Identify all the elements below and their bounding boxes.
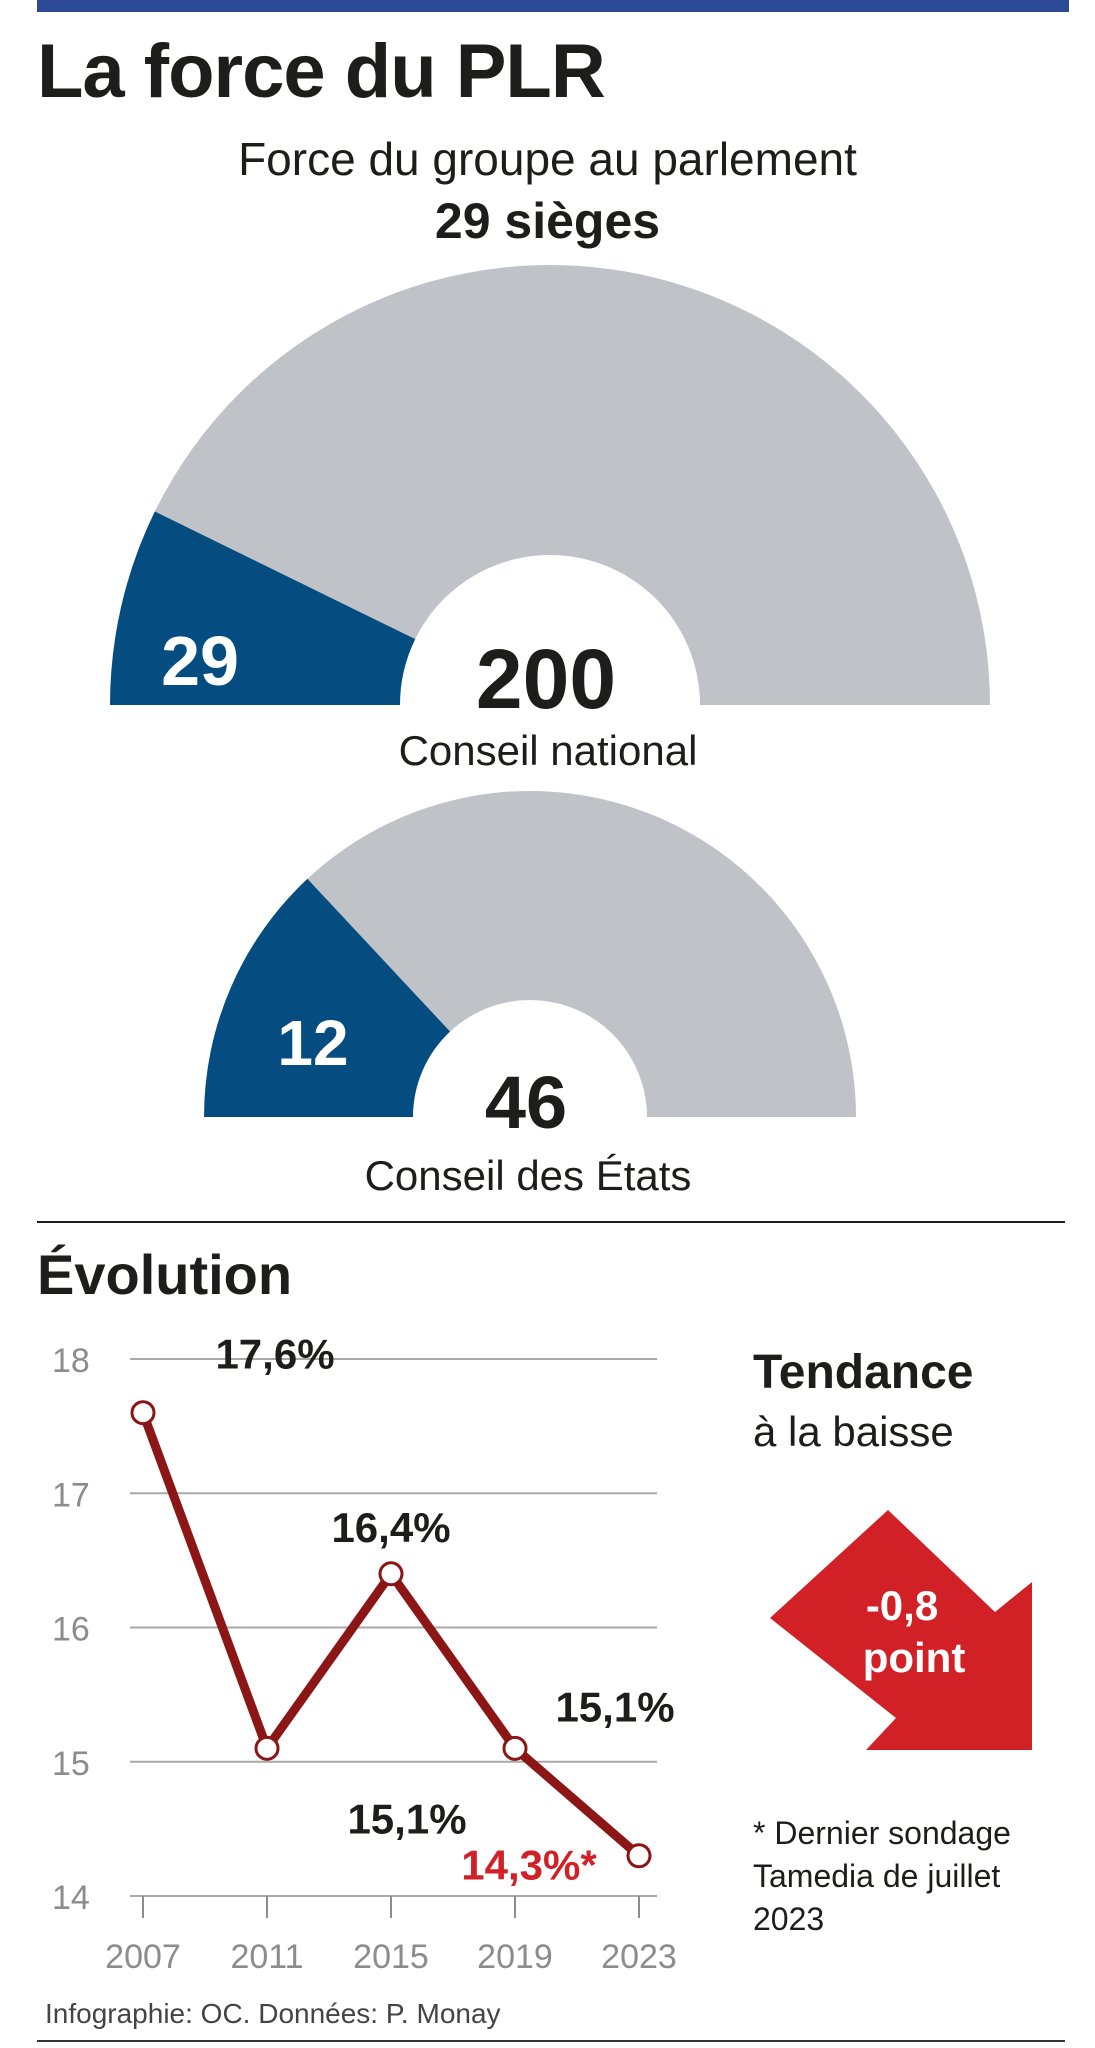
x-tick-label: 2015 xyxy=(353,1938,429,1976)
plr-seats-label-national: 29 xyxy=(161,622,239,700)
other-seats-arc-national xyxy=(154,264,991,705)
y-tick-label: 14 xyxy=(52,1879,90,1917)
data-label: 15,1% xyxy=(555,1683,674,1730)
y-tick-label: 17 xyxy=(52,1476,90,1514)
total-seats-label-national: 200 xyxy=(476,632,616,726)
source-credit: Infographie: OC. Données: P. Monay xyxy=(45,1998,501,2029)
arrow-unit: point xyxy=(863,1634,966,1681)
bottom-rule xyxy=(37,2040,1065,2042)
evolution-line-chart: 18 17 16 15 14 2007 2011 2015 2019 2023 17,6% 15,1%… xyxy=(52,1331,677,1976)
data-label: 16,4% xyxy=(331,1504,450,1551)
x-tick-label: 2023 xyxy=(601,1938,677,1976)
trend-title: Tendance xyxy=(753,1346,974,1399)
parliament-seats-total: 29 sièges xyxy=(434,193,661,249)
evolution-title: Évolution xyxy=(37,1243,293,1306)
data-label: 15,1% xyxy=(347,1795,466,1842)
x-tick-label: 2019 xyxy=(477,1938,553,1976)
footnote: * Dernier sondage Tamedia de juillet 202… xyxy=(753,1815,1011,1937)
total-seats-label-etats: 46 xyxy=(485,1061,567,1144)
plr-seats-arc-etats xyxy=(204,878,451,1117)
main-title: La force du PLR xyxy=(37,29,606,114)
trend-subtitle: à la baisse xyxy=(753,1408,954,1455)
data-point xyxy=(626,1843,652,1869)
data-point xyxy=(502,1735,528,1761)
chamber-name-national: Conseil national xyxy=(399,727,698,774)
other-seats-arc-etats xyxy=(307,791,856,1117)
data-label: 17,6% xyxy=(215,1331,334,1378)
section-divider xyxy=(37,1221,1065,1223)
y-tick-label: 16 xyxy=(52,1611,90,1649)
data-label: 14,3%* xyxy=(461,1842,597,1889)
data-point xyxy=(130,1400,156,1426)
y-tick-label: 18 xyxy=(52,1342,90,1380)
data-point xyxy=(254,1735,280,1761)
trend-down-arrow-icon: -0,8 point xyxy=(770,1510,1032,1750)
series-line xyxy=(138,1411,642,1860)
parliament-subtitle: Force du groupe au parlement xyxy=(238,133,857,185)
plr-seats-label-etats: 12 xyxy=(277,1007,348,1079)
top-accent-bar xyxy=(37,0,1069,12)
arrow-value: -0,8 xyxy=(866,1582,938,1629)
plr-seats-arc-national xyxy=(110,511,416,705)
x-tick-label: 2007 xyxy=(105,1938,181,1976)
y-tick-label: 15 xyxy=(52,1745,90,1783)
data-point xyxy=(378,1561,404,1587)
chamber-name-etats: Conseil des États xyxy=(365,1152,692,1199)
arrow-shape xyxy=(770,1510,1032,1750)
x-tick-label: 2011 xyxy=(230,1938,303,1976)
